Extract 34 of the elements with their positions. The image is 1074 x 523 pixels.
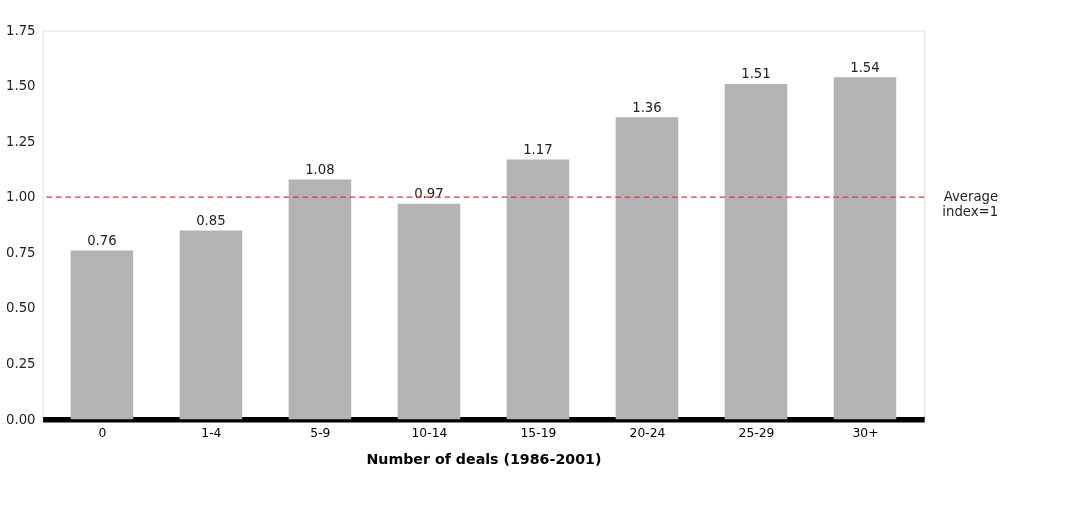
y-tick-label: 0.25: [6, 356, 36, 372]
data-label: 1.51: [741, 66, 771, 82]
data-label: 1.36: [632, 99, 662, 115]
ref-line-label: Average index=1: [942, 188, 999, 220]
x-tick-label: 5-9: [310, 425, 331, 440]
x-tick-label: 1-4: [201, 425, 222, 440]
data-label: 0.85: [196, 212, 226, 228]
x-tick-label: 10-14: [411, 425, 448, 440]
x-tick-label: 25-29: [738, 425, 775, 440]
bar: [179, 230, 243, 420]
x-tick-label: 30+: [852, 425, 879, 440]
data-label: 0.97: [414, 186, 444, 202]
bar: [70, 250, 134, 420]
data-label: 0.76: [87, 232, 117, 248]
y-tick-label: 1.75: [6, 22, 36, 38]
x-tick-label: 15-19: [520, 425, 557, 440]
y-tick-label: 0.50: [6, 300, 36, 316]
bar: [615, 117, 679, 420]
bar: [833, 77, 897, 420]
x-tick-label: 0: [98, 425, 107, 440]
data-label: 1.08: [305, 161, 335, 177]
y-tick-label: 0.00: [6, 411, 36, 427]
x-tick-label: 20-24: [629, 425, 666, 440]
data-label: 1.17: [523, 141, 553, 157]
data-label: 1.54: [850, 59, 880, 75]
bar: [397, 203, 461, 420]
y-tick-label: 1.25: [6, 133, 36, 149]
bar: [724, 83, 788, 420]
bar: [288, 179, 352, 420]
x-axis-title: Number of deals (1986-2001): [366, 451, 602, 468]
y-tick-label: 1.50: [6, 78, 36, 94]
bar: [506, 159, 570, 420]
y-tick-label: 0.75: [6, 244, 36, 260]
y-tick-label: 1.00: [6, 189, 36, 205]
